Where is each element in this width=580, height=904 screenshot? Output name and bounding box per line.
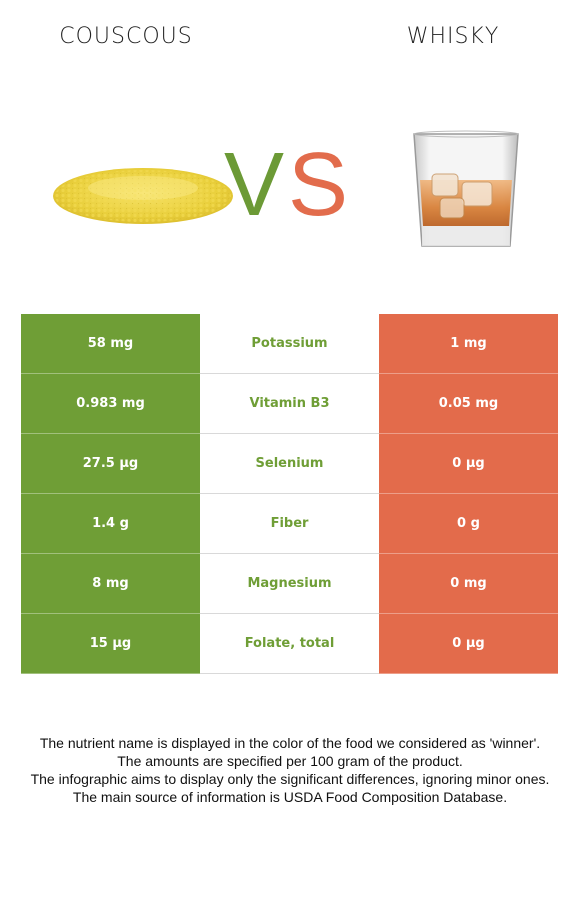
nutrient-name: Vitamin B3 — [200, 373, 379, 434]
nutrient-name: Potassium — [200, 314, 379, 374]
nutrient-name: Folate, total — [200, 613, 379, 674]
left-value: 1.4 g — [21, 493, 200, 554]
table-row: 58 mg Potassium 1 mg — [21, 314, 558, 374]
right-value: 0 µg — [379, 613, 558, 674]
left-value: 15 µg — [21, 613, 200, 674]
right-value: 0 µg — [379, 433, 558, 494]
vs-label: V S — [222, 135, 352, 235]
table-row: 0.983 mg Vitamin B3 0.05 mg — [21, 373, 558, 434]
whisky-glass-image — [413, 130, 519, 247]
left-value: 0.983 mg — [21, 373, 200, 434]
nutrient-name: Magnesium — [200, 553, 379, 614]
right-value: 0 mg — [379, 553, 558, 614]
table-row: 15 µg Folate, total 0 µg — [21, 613, 558, 674]
right-value: 1 mg — [379, 314, 558, 374]
footer-notes: The nutrient name is displayed in the co… — [20, 734, 560, 806]
left-food-title: COUSCOUS — [59, 24, 193, 49]
left-value: 27.5 µg — [21, 433, 200, 494]
comparison-table: 58 mg Potassium 1 mg 0.983 mg Vitamin B3 0.05… — [21, 314, 558, 674]
nutrient-name: Selenium — [200, 433, 379, 494]
left-value: 58 mg — [21, 314, 200, 374]
right-value: 0.05 mg — [379, 373, 558, 434]
right-value: 0 g — [379, 493, 558, 554]
table-row: 27.5 µg Selenium 0 µg — [21, 433, 558, 494]
vs-s-letter: S — [288, 135, 349, 235]
nutrient-name: Fiber — [200, 493, 379, 554]
footer-line-3: The infographic aims to display only the… — [30, 771, 550, 787]
left-value: 8 mg — [21, 553, 200, 614]
footer-line-2: The amounts are specified per 100 gram o… — [117, 753, 463, 769]
right-food-title: WHISKY — [406, 24, 500, 49]
table-row: 8 mg Magnesium 0 mg — [21, 553, 558, 614]
footer-line-4: The main source of information is USDA F… — [72, 789, 508, 805]
table-row: 1.4 g Fiber 0 g — [21, 493, 558, 554]
vs-v-letter: V — [224, 135, 285, 235]
couscous-image — [53, 168, 233, 224]
footer-line-1: The nutrient name is displayed in the co… — [39, 735, 541, 751]
